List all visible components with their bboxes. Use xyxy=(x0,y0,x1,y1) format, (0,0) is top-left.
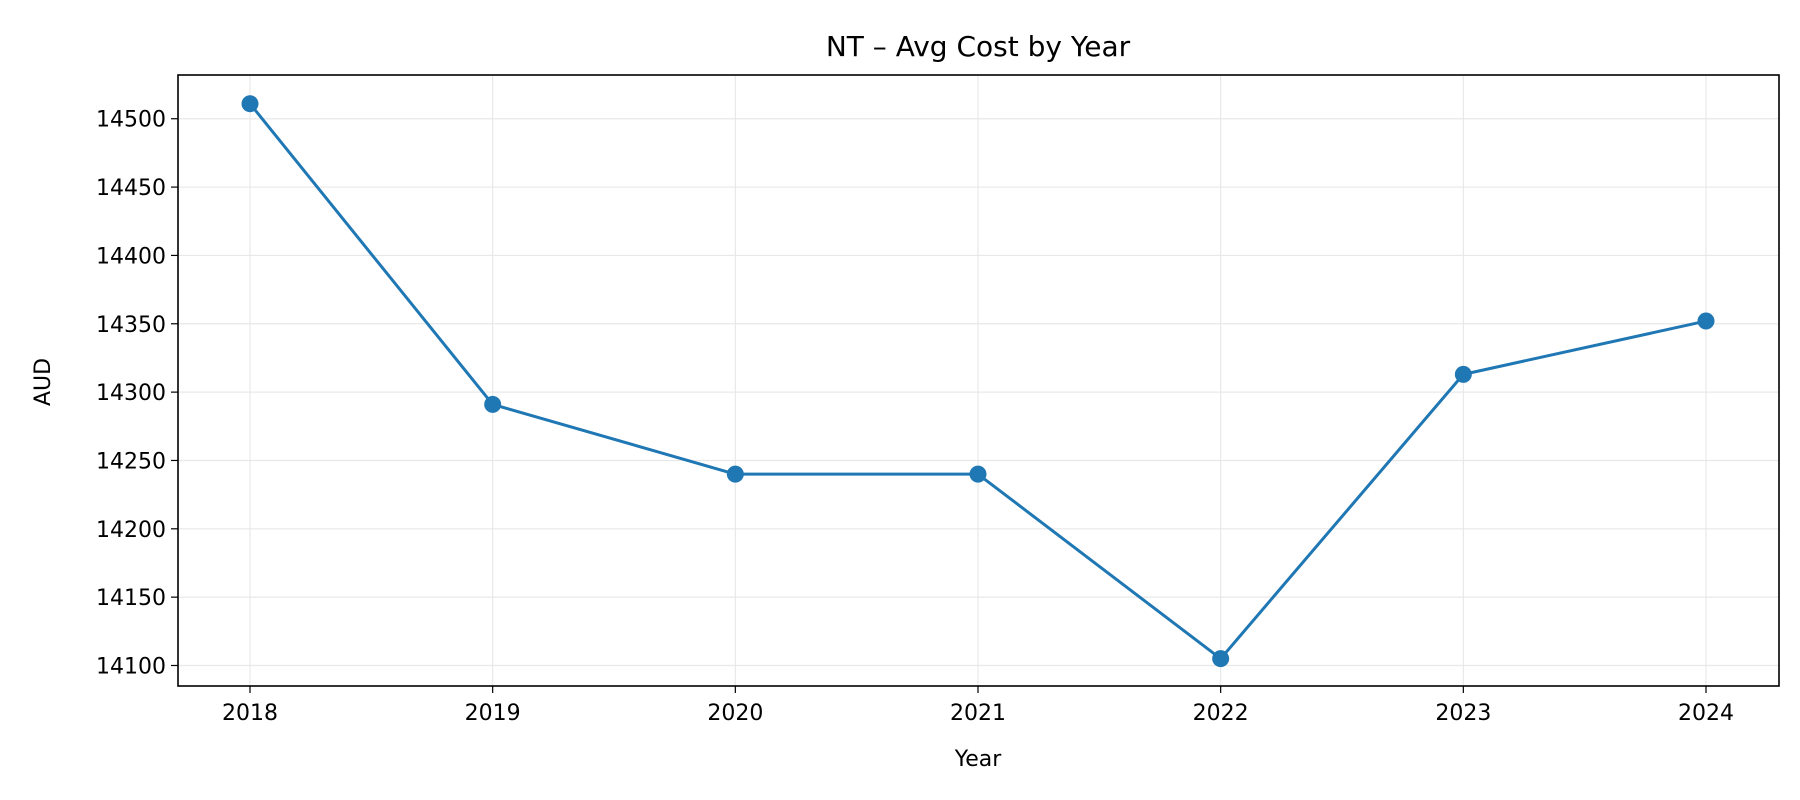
x-tick-label: 2019 xyxy=(465,701,521,726)
y-tick-label: 14300 xyxy=(96,381,166,406)
x-tick-label: 2022 xyxy=(1193,701,1249,726)
y-tick-label: 14500 xyxy=(96,108,166,133)
y-axis-title: AUD xyxy=(31,358,56,406)
chart-title: NT – Avg Cost by Year xyxy=(826,30,1131,63)
y-tick-label: 14200 xyxy=(96,518,166,543)
x-tick-label: 2024 xyxy=(1678,701,1734,726)
data-point xyxy=(726,465,744,483)
x-tick-label: 2018 xyxy=(222,701,278,726)
y-tick-label: 14100 xyxy=(96,654,166,679)
y-tick-label: 14350 xyxy=(96,313,166,338)
y-axis: 14100 14150 14200 14250 14300 14350 14400 14450… xyxy=(96,108,178,679)
data-point xyxy=(1212,650,1230,668)
data-point xyxy=(1697,312,1715,330)
data-point xyxy=(969,465,987,483)
x-axis-title: Year xyxy=(954,747,1003,772)
grid xyxy=(178,75,1779,686)
x-axis: 2018 2019 2020 2021 2022 2023 2024 xyxy=(222,686,1734,726)
x-tick-label: 2020 xyxy=(707,701,763,726)
y-tick-label: 14400 xyxy=(96,244,166,269)
data-point xyxy=(484,395,502,413)
x-tick-label: 2023 xyxy=(1435,701,1491,726)
data-point xyxy=(1454,365,1472,383)
x-tick-label: 2021 xyxy=(950,701,1006,726)
data-point xyxy=(241,95,259,113)
y-tick-label: 14450 xyxy=(96,176,166,201)
y-tick-label: 14250 xyxy=(96,449,166,474)
series-layer xyxy=(241,95,1715,668)
y-tick-label: 14150 xyxy=(96,586,166,611)
